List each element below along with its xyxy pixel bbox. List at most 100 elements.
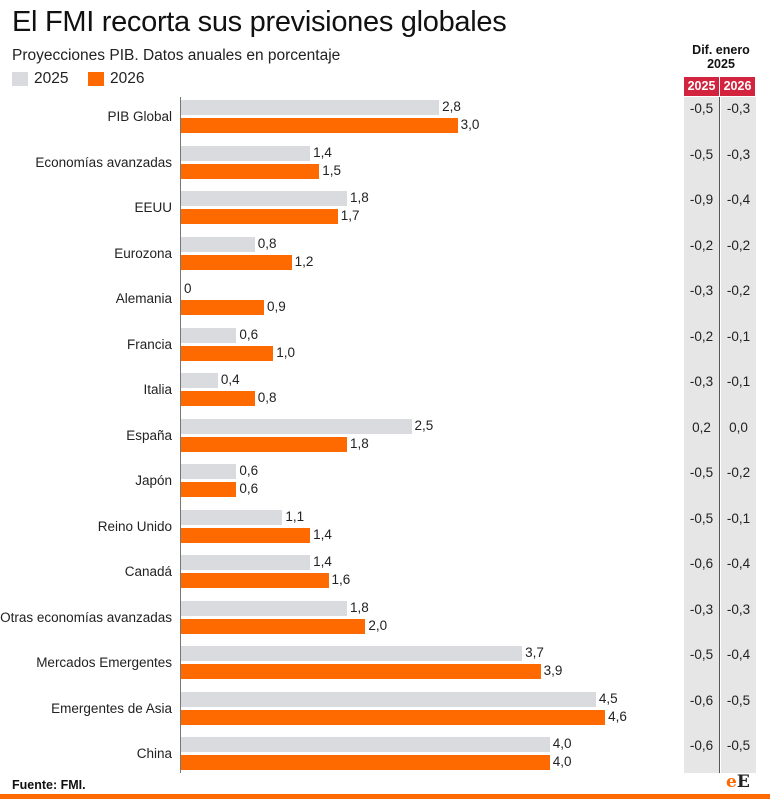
bar-value-label-2025: 2,8	[442, 99, 461, 114]
diff-column-divider	[719, 97, 720, 773]
bar-value-label-2026: 1,6	[331, 572, 351, 587]
diff-column-2025-bg	[684, 97, 719, 773]
category-label: Emergentes de Asia	[51, 700, 172, 716]
diff-value-2025: -0,6	[689, 692, 714, 708]
bar-2025	[181, 100, 440, 115]
diff-column-2026-bg	[721, 97, 756, 773]
diff-value-2025: -0,6	[689, 738, 714, 753]
bar-value-label-2026: 0,9	[266, 299, 286, 314]
bar-2025	[181, 555, 311, 570]
bar-2026	[181, 527, 311, 543]
bar-value-label-2026: 1,7	[340, 208, 360, 223]
category-label: Canadá	[124, 564, 172, 579]
bar-value-label-2025: 0	[184, 281, 192, 296]
bar-2025	[181, 600, 347, 616]
diff-value-2025: -0,5	[689, 510, 714, 526]
category-label: Reino Unido	[97, 518, 172, 534]
diff-value-2025: -0,6	[689, 556, 714, 571]
bar-value-label-2026: 1,0	[276, 344, 295, 360]
bar-2025	[181, 691, 596, 707]
diff-value-2026: -0,3	[726, 101, 751, 116]
bar-2025	[181, 236, 255, 252]
legend-label-2026: 2026	[110, 70, 145, 87]
bar-2026	[181, 254, 292, 270]
diff-value-2026: -0,4	[726, 192, 751, 207]
bar-value-label-2025: 0,6	[239, 463, 259, 478]
legend-swatch-2026	[88, 72, 104, 86]
diff-value-2026: -0,4	[726, 556, 751, 571]
legend-item-2026: 2026	[88, 70, 144, 88]
diff-table-title: Dif. enero 2025	[684, 43, 758, 71]
bar-value-label-2026: 3,0	[460, 117, 480, 132]
diff-value-2025: -0,2	[689, 237, 714, 253]
diff-value-2026: -0,1	[726, 374, 751, 389]
diff-value-2026: -0,2	[726, 237, 751, 253]
diff-value-2025: -0,5	[689, 101, 714, 116]
bar-value-label-2025: 1,8	[349, 190, 369, 205]
diff-title-line2: 2025	[707, 57, 735, 71]
y-axis-line	[180, 97, 181, 773]
legend-item-2025: 2025	[12, 70, 68, 88]
bar-2026	[181, 664, 541, 679]
bar-value-label-2026: 4,0	[552, 754, 572, 769]
logo-letter-E: E	[736, 772, 750, 792]
category-label: Eurozona	[114, 245, 172, 261]
bar-value-label-2025: 1,4	[313, 144, 332, 160]
diff-value-2026: -0,1	[726, 328, 751, 344]
chart-title: El FMI recorta sus previsiones globales	[12, 6, 507, 38]
bar-2025	[181, 646, 523, 661]
bar-value-label-2026: 4,6	[608, 708, 627, 724]
category-label: Francia	[126, 336, 172, 352]
bar-2025	[181, 737, 550, 752]
legend-label-2025: 2025	[34, 70, 69, 87]
diff-value-2026: -0,3	[726, 146, 751, 162]
bar-2026	[181, 300, 264, 315]
diff-value-2025: -0,3	[689, 374, 714, 389]
bar-2026	[181, 755, 550, 770]
diff-value-2026: -0,5	[726, 692, 751, 708]
bar-2025	[181, 418, 412, 434]
bar-value-label-2025: 4,5	[598, 690, 618, 706]
category-label: Japón	[135, 473, 172, 488]
bar-2025	[181, 464, 237, 479]
bar-value-label-2026: 1,5	[322, 162, 342, 178]
diff-value-2026: -0,3	[726, 601, 751, 617]
bar-2026	[181, 618, 366, 634]
diff-value-2025: -0,5	[689, 647, 714, 662]
category-label: España	[126, 427, 172, 443]
bar-2025	[181, 373, 218, 388]
bar-2026	[181, 573, 329, 588]
bar-value-label-2025: 4,0	[552, 736, 572, 751]
chart-subtitle: Proyecciones PIB. Datos anuales en porce…	[12, 47, 341, 64]
diff-value-2026: -0,1	[726, 510, 751, 526]
diff-value-2025: 0,2	[692, 419, 711, 435]
category-label: China	[136, 746, 172, 761]
bar-value-label-2025: 1,4	[313, 554, 332, 569]
diff-title-line1: Dif. enero	[692, 43, 750, 57]
bar-2026	[181, 709, 606, 725]
bar-value-label-2026: 3,9	[543, 663, 563, 678]
diff-value-2025: -0,3	[689, 601, 714, 617]
bar-value-label-2026: 1,2	[294, 253, 314, 269]
bar-2025	[181, 145, 311, 161]
bar-value-label-2025: 3,7	[525, 645, 544, 660]
bar-2025	[181, 191, 347, 206]
bar-value-label-2026: 0,6	[239, 481, 259, 496]
category-label: Economías avanzadas	[35, 154, 172, 170]
category-label: Otras economías avanzadas	[0, 609, 172, 625]
bar-2026	[181, 436, 347, 452]
category-label: PIB Global	[107, 109, 172, 124]
bar-2026	[181, 163, 320, 179]
diff-header-2026: 2026	[720, 77, 755, 96]
diff-value-2025: -0,9	[689, 192, 714, 207]
diff-value-2025: -0,3	[689, 283, 714, 298]
bar-value-label-2025: 0,8	[257, 235, 277, 251]
source-note: Fuente: FMI.	[12, 778, 86, 792]
logo-letter-e: e	[726, 772, 737, 792]
bar-value-label-2026: 0,8	[257, 390, 277, 405]
bar-value-label-2026: 1,8	[349, 435, 369, 451]
category-label: Alemania	[115, 291, 172, 306]
diff-value-2025: -0,2	[689, 328, 714, 344]
diff-header-2025: 2025	[684, 77, 719, 96]
bar-value-label-2025: 1,8	[349, 599, 369, 615]
